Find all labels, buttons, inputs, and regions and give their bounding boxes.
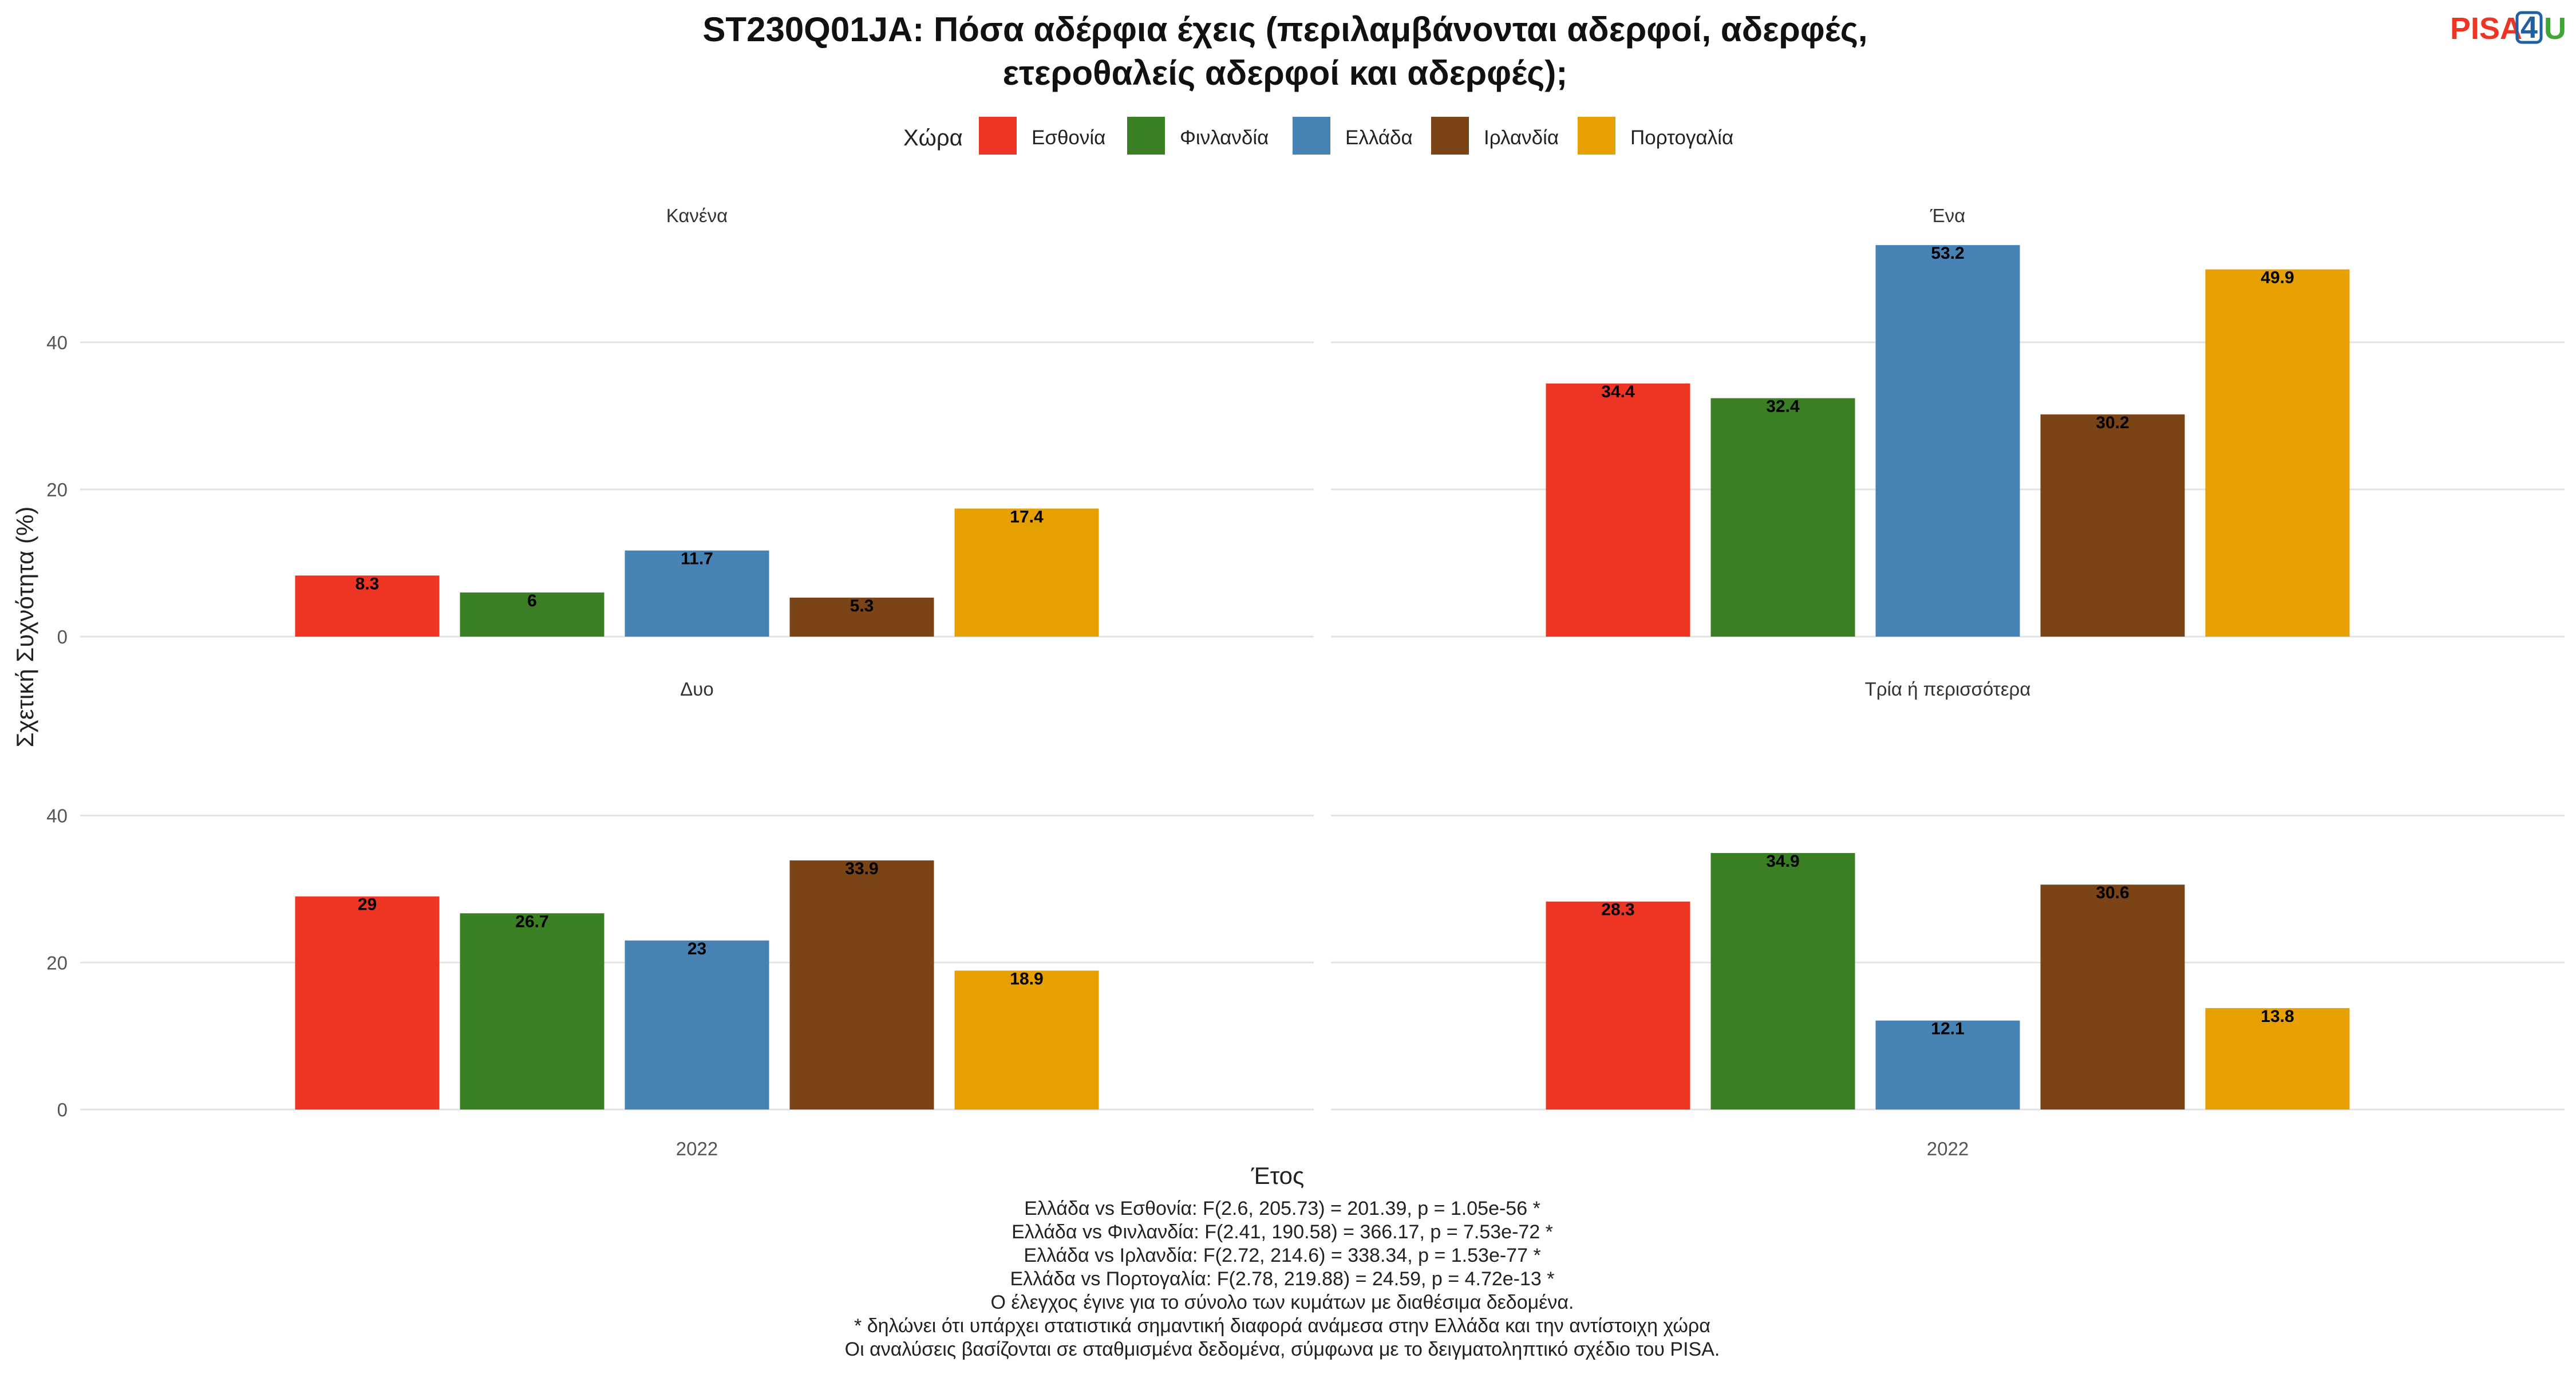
caption-line: Ο έλεγχος έγινε για το σύνολο των κυμάτω… <box>991 1292 1574 1313</box>
bar-value-label: 12.1 <box>1931 1020 1964 1039</box>
bar-value-label: 18.9 <box>1010 969 1043 988</box>
caption-line: * δηλώνει ότι υπάρχει στατιστικά σημαντι… <box>854 1315 1710 1337</box>
facet-panel: Ένα 34.4 32.4 53.2 30.2 49.9 <box>1331 205 2565 638</box>
legend-label: Πορτογαλία <box>1630 127 1733 149</box>
caption-line: Ελλάδα vs Ιρλανδία: F(2.72, 214.6) = 338… <box>1024 1245 1540 1266</box>
logo-text-u: U <box>2544 11 2566 46</box>
bar <box>1546 383 1690 637</box>
bar <box>1710 398 1855 637</box>
bar <box>295 896 440 1110</box>
bar <box>789 860 934 1110</box>
legend-swatch <box>1431 117 1469 155</box>
facet-panels: Κανένα 0 20 40 8.3 6 11.7 5.3 17.4 Ένα 34.4 32.4 53.… <box>46 205 2565 1159</box>
bar <box>625 940 769 1110</box>
bar <box>1546 901 1690 1110</box>
y-tick-label: 40 <box>46 332 68 353</box>
bar-value-label: 6 <box>527 591 537 610</box>
legend-swatch <box>1127 117 1165 155</box>
bar <box>625 550 769 637</box>
bar <box>1875 245 2020 637</box>
bar-value-label: 33.9 <box>845 859 878 878</box>
bar <box>2040 885 2185 1110</box>
bar <box>2040 414 2185 637</box>
caption-line: Ελλάδα vs Φινλανδία: F(2.41, 190.58) = 3… <box>1012 1221 1553 1243</box>
bar-value-label: 53.2 <box>1931 244 1964 263</box>
bar-value-label: 5.3 <box>850 597 874 615</box>
legend-swatch <box>1293 117 1330 155</box>
x-axis-title: Έτος <box>1251 1162 1305 1189</box>
bar-value-label: 49.9 <box>2261 269 2294 287</box>
pisa4u-logo: PISA 4 U <box>2450 10 2566 46</box>
y-tick-label: 20 <box>46 479 68 500</box>
caption: Ελλάδα vs Εσθονία: F(2.6, 205.73) = 201.… <box>845 1198 1720 1360</box>
facet-label: Δυο <box>680 678 713 700</box>
facet-label: Ένα <box>1930 205 1965 226</box>
x-tick-label: 2022 <box>676 1138 718 1159</box>
bar-value-label: 34.4 <box>1601 382 1635 401</box>
bar <box>1875 1020 2020 1110</box>
caption-line: Οι αναλύσεις βασίζονται σε σταθμισμένα δ… <box>845 1339 1720 1360</box>
legend-swatch <box>979 117 1017 155</box>
facet-panel: Τρία ή περισσότερα 28.3 34.9 12.1 30.6 13.8 20… <box>1331 678 2565 1159</box>
bar-value-label: 8.3 <box>355 574 380 593</box>
bar <box>789 597 934 637</box>
logo-box <box>2515 11 2543 44</box>
bar-value-label: 23 <box>688 939 706 958</box>
chart-title-line-1: ST230Q01JA: Πόσα αδέρφια έχεις (περιλαμβ… <box>702 10 1867 49</box>
caption-line: Ελλάδα vs Εσθονία: F(2.6, 205.73) = 201.… <box>1024 1198 1540 1219</box>
logo-text-pisa: PISA <box>2450 11 2522 46</box>
caption-line: Ελλάδα vs Πορτογαλία: F(2.78, 219.88) = … <box>1010 1268 1555 1290</box>
logo-text-4: 4 <box>2520 10 2538 45</box>
legend-title: Χώρα <box>903 125 963 151</box>
bar-value-label: 26.7 <box>515 912 548 931</box>
facet-label: Τρία ή περισσότερα <box>1865 678 2031 700</box>
bar-value-label: 13.8 <box>2261 1007 2294 1026</box>
bar <box>460 592 605 637</box>
bar-value-label: 28.3 <box>1601 901 1634 919</box>
legend-label: Φινλανδία <box>1180 127 1269 149</box>
bar-value-label: 30.6 <box>2096 883 2129 902</box>
bar-value-label: 34.9 <box>1766 852 1799 871</box>
x-tick-label: 2022 <box>1927 1138 1969 1159</box>
y-tick-label: 20 <box>46 952 68 973</box>
bar <box>2205 1008 2350 1110</box>
legend-label: Ιρλανδία <box>1484 127 1559 149</box>
y-axis-title: Σχετική Συχνότητα (%) <box>11 507 38 748</box>
bar <box>295 575 440 637</box>
bar-value-label: 11.7 <box>681 550 713 568</box>
y-tick-label: 0 <box>57 1099 68 1120</box>
legend-items: Εσθονία Φινλανδία Ελλάδα Ιρλανδία Πορτογαλία <box>979 117 1733 155</box>
legend-label: Ελλάδα <box>1345 127 1413 149</box>
legend-label: Εσθονία <box>1032 127 1105 149</box>
facet-label: Κανένα <box>666 205 728 226</box>
bar <box>460 913 605 1110</box>
bar <box>954 970 1099 1110</box>
bar <box>1710 853 1855 1110</box>
y-tick-label: 40 <box>46 806 68 827</box>
bar-value-label: 29 <box>358 895 377 914</box>
chart-title: ST230Q01JA: Πόσα αδέρφια έχεις (περιλαμβ… <box>702 10 1867 92</box>
bar-value-label: 32.4 <box>1766 397 1800 416</box>
facet-panel: Δυο 0 20 40 29 26.7 23 33.9 18.9 2022 <box>46 678 1314 1159</box>
bar-value-label: 30.2 <box>2096 413 2129 432</box>
legend-swatch <box>1578 117 1615 155</box>
legend: Χώρα Εσθονία Φινλανδία Ελλάδα Ιρλανδία Πορτο… <box>903 117 1733 155</box>
chart-title-line-2: ετεροθαλείς αδερφοί και αδερφές); <box>1003 54 1568 92</box>
bar <box>954 508 1099 637</box>
bar-value-label: 17.4 <box>1010 507 1044 526</box>
bar <box>2205 269 2350 637</box>
facet-panel: Κανένα 0 20 40 8.3 6 11.7 5.3 17.4 <box>46 205 1314 647</box>
y-tick-label: 0 <box>57 626 68 647</box>
